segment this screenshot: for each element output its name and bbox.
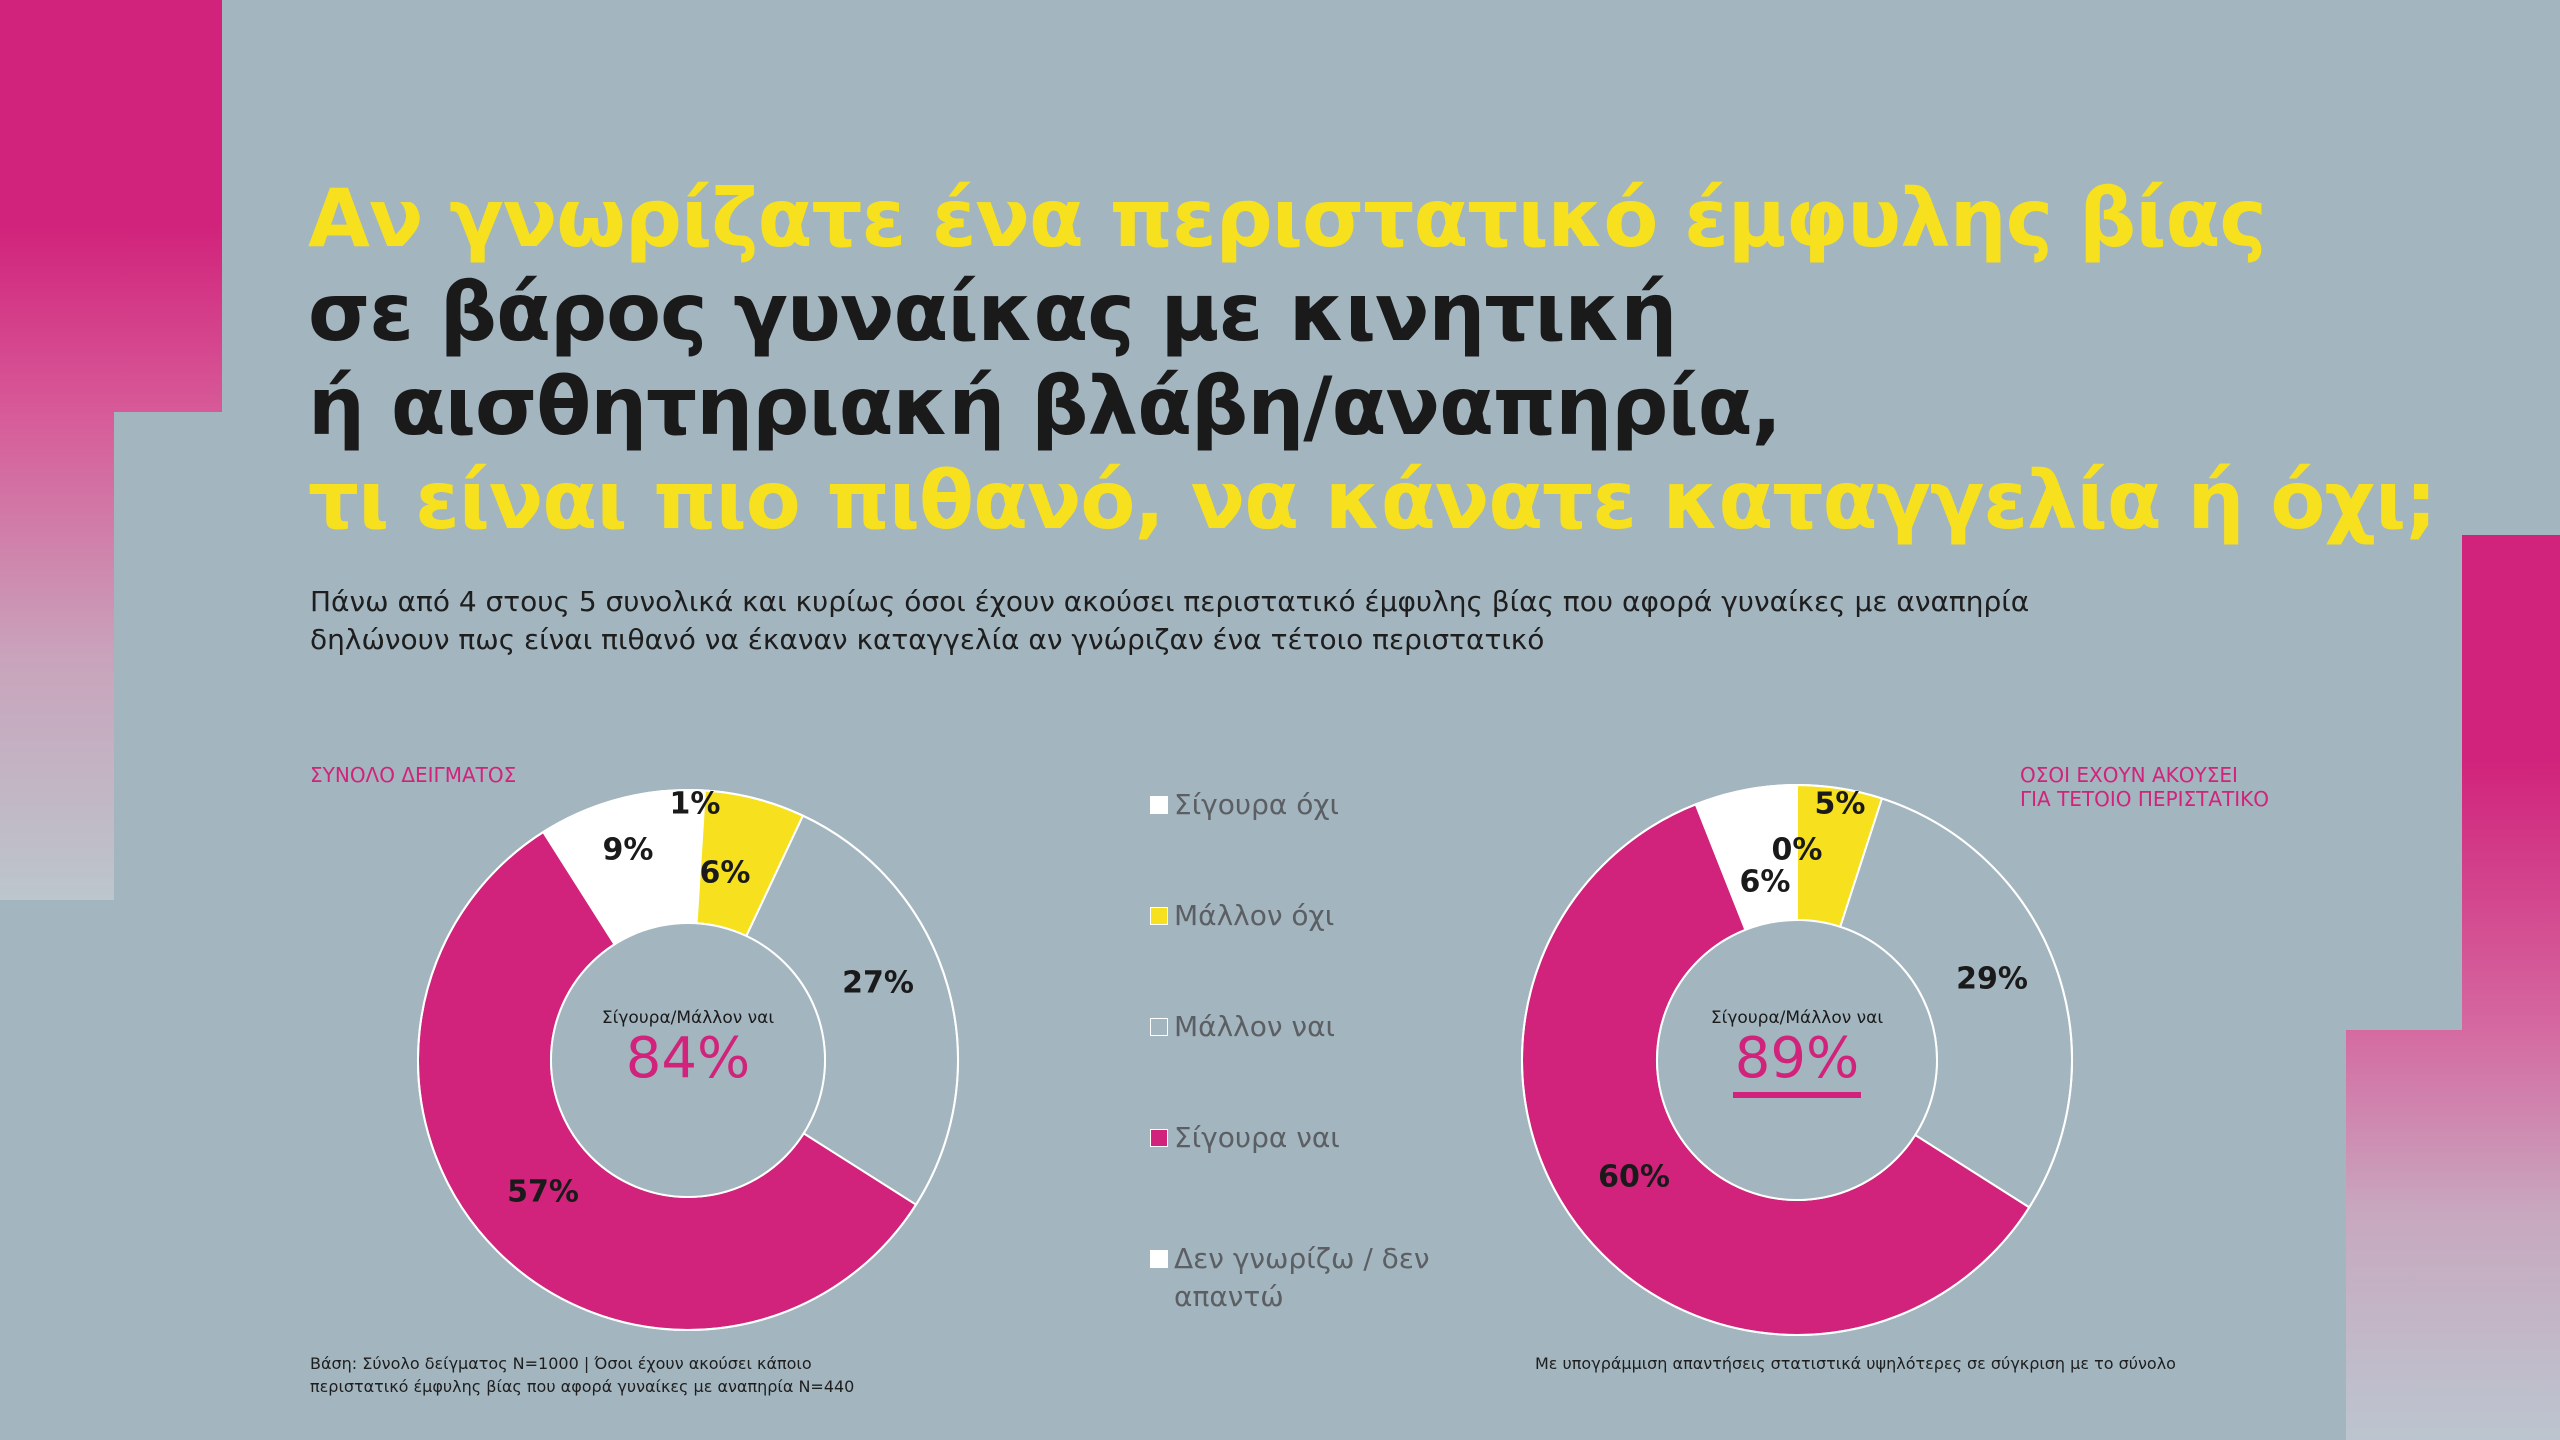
data-label: 6% [1740, 865, 1791, 900]
data-label: 60% [1598, 1160, 1670, 1195]
data-label: 1% [670, 787, 721, 822]
footnote-base: Βάση: Σύνολο δείγματος Ν=1000 | Όσοι έχο… [310, 1352, 854, 1398]
donut-hole [550, 922, 826, 1198]
legend-label: Σίγουρα όχι [1174, 788, 1339, 821]
decor-block-bottom-right [2346, 1030, 2560, 1440]
legend-item: Σίγουρα ναι [1150, 1119, 1470, 1157]
legend-label: Μάλλον όχι [1174, 899, 1335, 932]
data-label: 0% [1772, 833, 1823, 868]
donut-outline [417, 789, 959, 1331]
center-label: Σίγουρα/Μάλλον ναι [602, 1008, 775, 1028]
chart-left-title-line: ΣΥΝΟΛΟ ΔΕΙΓΜΑΤΟΣ [310, 763, 517, 787]
legend-swatch [1150, 1129, 1168, 1147]
legend-swatch [1150, 907, 1168, 925]
center-value: 89% [1735, 1026, 1859, 1091]
legend-item: Σίγουρα όχι [1150, 786, 1470, 824]
page-title: Αν γνωρίζατε ένα περιστατικό έμφυλης βία… [308, 172, 2458, 548]
legend-item: Δεν γνωρίζω / δεν απαντώ [1150, 1240, 1470, 1316]
legend-label: Μάλλον ναι [1174, 1010, 1335, 1043]
chart-right-title-line: ΟΣΟΙ ΕΧΟΥΝ ΑΚΟΥΣΕΙ [2020, 763, 2238, 787]
center-label: Σίγουρα/Μάλλον ναι [1711, 1008, 1884, 1028]
center-value: 84% [626, 1026, 750, 1091]
footnote-line: Με υπογράμμιση απαντήσεις στατιστικά υψη… [1535, 1354, 2176, 1373]
chart-left-title: ΣΥΝΟΛΟ ΔΕΙΓΜΑΤΟΣ [310, 763, 516, 787]
legend-swatch [1150, 1018, 1168, 1036]
legend-item: Μάλλον όχι [1150, 897, 1470, 935]
data-label: 57% [507, 1175, 579, 1210]
chart-right-title-line: ΓΙΑ ΤΕΤΟΙΟ ΠΕΡΙΣΤΑΤΙΚΟ [2020, 787, 2270, 811]
data-label: 29% [1956, 962, 2028, 997]
footnote-line: περιστατικό έμφυλης βίας που αφορά γυναί… [310, 1377, 855, 1396]
decor-block-left [0, 412, 114, 900]
data-label: 5% [1815, 787, 1866, 822]
data-label: 9% [603, 833, 654, 868]
chart-right-title: ΟΣΟΙ ΕΧΟΥΝ ΑΚΟΥΣΕΙ ΓΙΑ ΤΕΤΟΙΟ ΠΕΡΙΣΤΑΤΙΚ… [2020, 763, 2269, 811]
legend-label: Δεν γνωρίζω / δεν απαντώ [1174, 1242, 1430, 1313]
center-value-underline [1733, 1092, 1861, 1098]
footnote-line: Βάση: Σύνολο δείγματος Ν=1000 | Όσοι έχο… [310, 1354, 812, 1373]
subtitle: Πάνω από 4 στους 5 συνολικά και κυρίως ό… [310, 583, 2210, 659]
legend-swatch [1150, 1250, 1168, 1268]
legend-label: Σίγουρα ναι [1174, 1121, 1340, 1154]
donut-hole [1656, 919, 1938, 1201]
decor-block-right [2462, 535, 2560, 1035]
legend-swatch [1150, 796, 1168, 814]
subtitle-line: δηλώνουν πως είναι πιθανό να έκαναν κατα… [310, 623, 1545, 656]
title-line: ή αισθητηριακή βλάβη/αναπηρία, [308, 360, 1782, 453]
donut-outline [1521, 784, 2073, 1336]
title-line: Αν γνωρίζατε ένα περιστατικό έμφυλης βία… [308, 172, 2267, 265]
title-line: τι είναι πιο πιθανό, να κάνατε καταγγελί… [308, 454, 2437, 547]
title-line: σε βάρος γυναίκας με κινητική [308, 266, 1677, 359]
subtitle-line: Πάνω από 4 στους 5 συνολικά και κυρίως ό… [310, 585, 2030, 618]
data-label: 6% [700, 856, 751, 891]
decor-block-top-left [0, 0, 222, 412]
data-label: 27% [842, 966, 914, 1001]
footnote-underline-note: Με υπογράμμιση απαντήσεις στατιστικά υψη… [1535, 1352, 2176, 1375]
legend-item: Μάλλον ναι [1150, 1008, 1470, 1046]
